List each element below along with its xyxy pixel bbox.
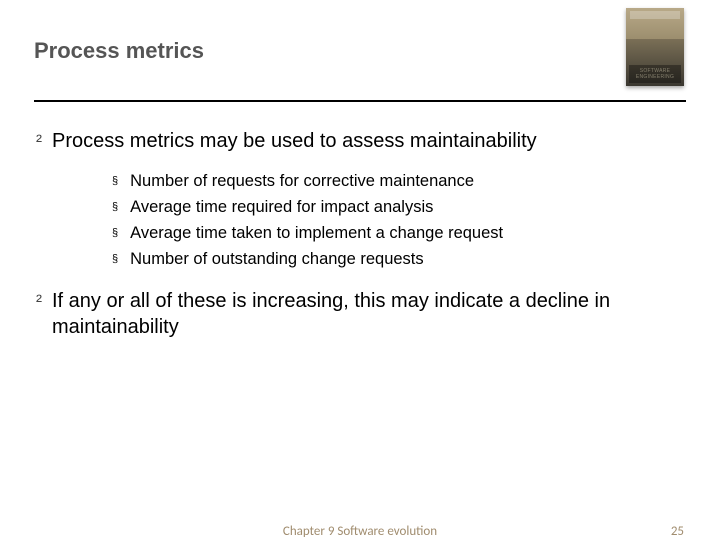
book-cover-label: SOFTWARE ENGINEERING [626, 68, 684, 80]
slide-body: ² Process metrics may be used to assess … [34, 102, 686, 340]
header-divider [34, 100, 686, 102]
bullet-text: If any or all of these is increasing, th… [52, 288, 686, 340]
slide-title: Process metrics [34, 30, 686, 64]
bullet-text: Average time required for impact analysi… [130, 196, 433, 218]
footer-chapter: Chapter 9 Software evolution [0, 524, 720, 539]
bullet-text: Number of outstanding change requests [130, 248, 424, 270]
bullet-level2: § Number of requests for corrective main… [112, 170, 686, 192]
square-bullet-icon: § [112, 196, 118, 218]
bullet-level1: ² Process metrics may be used to assess … [34, 128, 686, 154]
square-bullet-icon: § [112, 170, 118, 192]
diamond-bullet-icon: ² [36, 128, 42, 154]
bullet-level2: § Average time taken to implement a chan… [112, 222, 686, 244]
bullet-text: Number of requests for corrective mainte… [130, 170, 474, 192]
sub-bullet-list: § Number of requests for corrective main… [34, 166, 686, 288]
square-bullet-icon: § [112, 222, 118, 244]
book-cover-image: SOFTWARE ENGINEERING [626, 8, 684, 86]
diamond-bullet-icon: ² [36, 288, 42, 314]
bullet-level1: ² If any or all of these is increasing, … [34, 288, 686, 340]
slide: Process metrics SOFTWARE ENGINEERING ² P… [0, 0, 720, 540]
footer-page-number: 25 [671, 524, 684, 539]
slide-header: Process metrics SOFTWARE ENGINEERING [34, 30, 686, 102]
bullet-text: Process metrics may be used to assess ma… [52, 128, 537, 154]
square-bullet-icon: § [112, 248, 118, 270]
bullet-level2: § Average time required for impact analy… [112, 196, 686, 218]
bullet-level2: § Number of outstanding change requests [112, 248, 686, 270]
bullet-text: Average time taken to implement a change… [130, 222, 503, 244]
